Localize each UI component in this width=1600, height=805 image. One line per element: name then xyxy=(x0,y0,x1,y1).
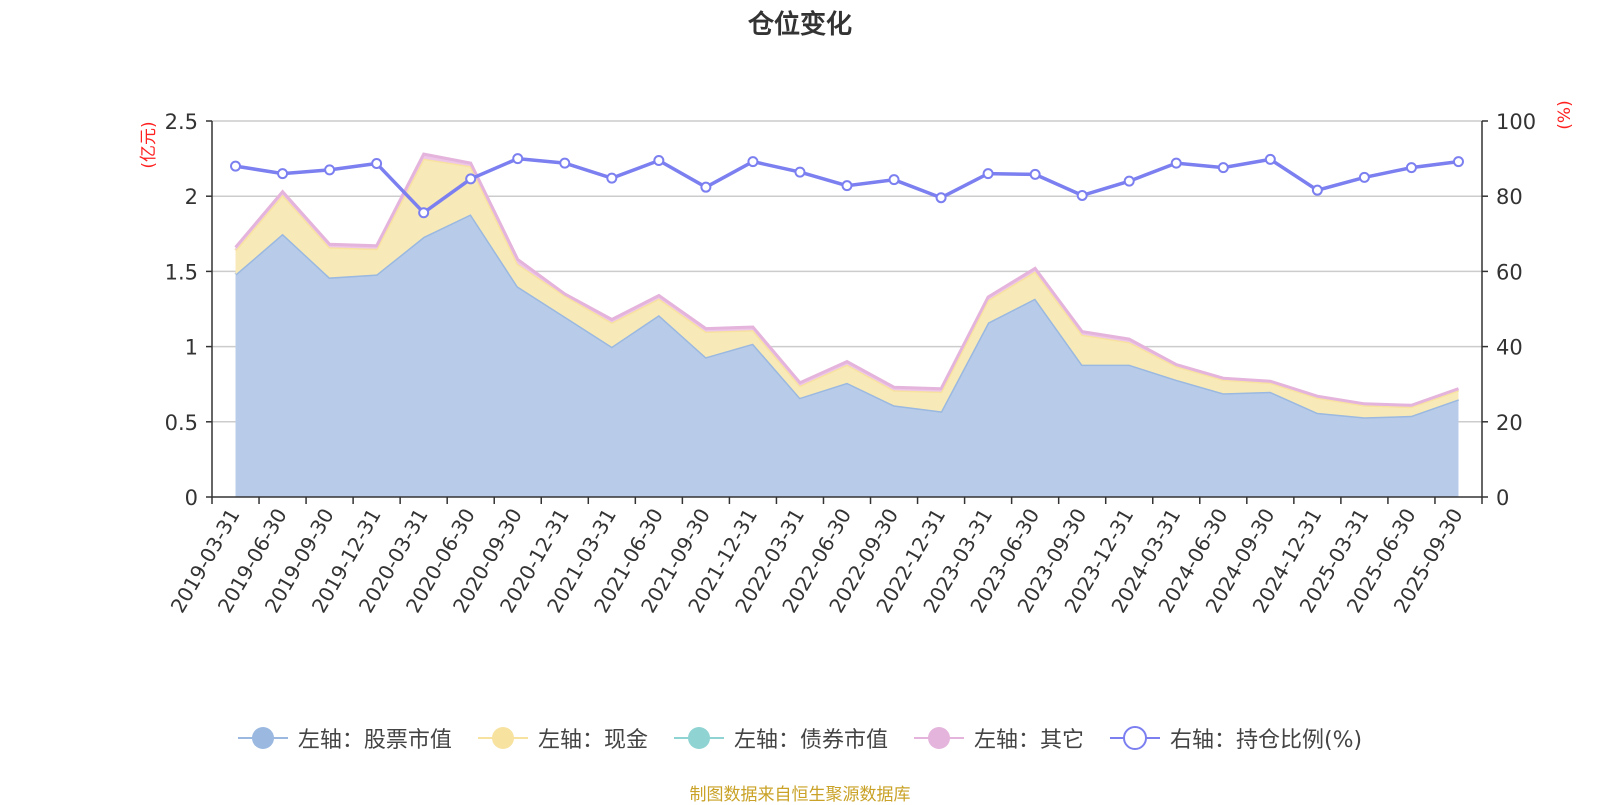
legend-item-other[interactable]: 左轴：其它 xyxy=(913,722,1084,754)
ratio-point[interactable] xyxy=(982,168,994,180)
left-tick-label: 2 xyxy=(185,185,198,209)
ratio-point[interactable] xyxy=(747,156,759,168)
legend-label-ratio: 右轴：持仓比例(%) xyxy=(1169,728,1363,753)
ratio-point[interactable] xyxy=(935,192,947,204)
left-tick-label: 1.5 xyxy=(165,260,198,284)
legend-item-cash[interactable]: 左轴：现金 xyxy=(477,722,648,754)
right-tick-label: 0 xyxy=(1496,486,1509,510)
legend-item-bond[interactable]: 左轴：债券市值 xyxy=(673,722,888,754)
ratio-point[interactable] xyxy=(559,157,571,169)
legend-item-ratio[interactable]: 右轴：持仓比例(%) xyxy=(1109,722,1363,754)
ratio-point[interactable] xyxy=(888,174,900,186)
ratio-point[interactable] xyxy=(465,173,477,185)
legend-label-bond: 左轴：债券市值 xyxy=(733,728,888,753)
right-axis-unit: (%) xyxy=(1555,100,1575,129)
ratio-point[interactable] xyxy=(1123,175,1135,187)
right-tick-label: 40 xyxy=(1496,336,1523,360)
left-tick-label: 0.5 xyxy=(165,411,198,435)
legend-marker-ratio xyxy=(1109,726,1160,750)
legend-label-cash: 左轴：现金 xyxy=(537,728,648,753)
ratio-point[interactable] xyxy=(1311,184,1323,196)
ratio-point[interactable] xyxy=(841,180,853,192)
ratio-point[interactable] xyxy=(1405,162,1417,174)
ratio-point[interactable] xyxy=(653,154,665,166)
ratio-line xyxy=(230,153,1464,219)
ratio-point[interactable] xyxy=(606,172,618,184)
right-tick-label: 20 xyxy=(1496,411,1523,435)
right-tick-label: 80 xyxy=(1496,185,1523,209)
ratio-point[interactable] xyxy=(1452,156,1464,168)
chart-plot: 00.511.522.50204060801002019-03-312019-0… xyxy=(139,100,1575,617)
legend-marker-stock xyxy=(237,727,288,749)
ratio-point[interactable] xyxy=(512,153,524,165)
chart-title: 仓位变化 xyxy=(747,10,852,40)
source-note: 制图数据来自恒生聚源数据库 xyxy=(689,785,911,805)
legend-marker-other xyxy=(913,727,964,749)
area-edge-3 xyxy=(234,152,1459,407)
ratio-point[interactable] xyxy=(1217,162,1229,174)
ratio-point[interactable] xyxy=(1170,157,1182,169)
stacked-areas xyxy=(234,152,1459,497)
right-tick-label: 60 xyxy=(1496,260,1523,284)
left-tick-label: 1 xyxy=(185,336,198,360)
legend-label-stock: 左轴：股票市值 xyxy=(297,728,452,753)
ratio-point[interactable] xyxy=(794,166,806,178)
left-tick-label: 2.5 xyxy=(165,110,198,134)
left-tick-label: 0 xyxy=(185,486,198,510)
ratio-point[interactable] xyxy=(1358,171,1370,183)
left-axis-unit: (亿元) xyxy=(139,121,159,168)
legend-label-other: 左轴：其它 xyxy=(973,728,1084,753)
ratio-point[interactable] xyxy=(277,168,289,180)
ratio-point[interactable] xyxy=(418,207,430,219)
ratio-point[interactable] xyxy=(371,157,383,169)
legend-item-stock[interactable]: 左轴：股票市值 xyxy=(237,722,452,754)
ratio-point[interactable] xyxy=(700,181,712,193)
legend-marker-cash xyxy=(477,727,528,749)
right-tick-label: 100 xyxy=(1496,110,1536,134)
legend: 左轴：股票市值 左轴：现金 左轴：债券市值 左轴：其它 右轴：持仓比例(%) xyxy=(0,722,1600,754)
ratio-point[interactable] xyxy=(1076,189,1088,201)
ratio-point[interactable] xyxy=(1264,153,1276,165)
legend-marker-bond xyxy=(673,727,724,749)
ratio-point[interactable] xyxy=(324,164,336,176)
area-0 xyxy=(235,214,1459,497)
ratio-point[interactable] xyxy=(1029,168,1041,180)
ratio-point[interactable] xyxy=(230,160,242,172)
